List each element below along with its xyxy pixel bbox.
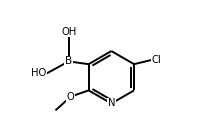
Text: Cl: Cl xyxy=(152,55,162,65)
Text: N: N xyxy=(108,99,115,108)
Text: HO: HO xyxy=(31,68,46,78)
Text: B: B xyxy=(65,56,72,66)
Text: OH: OH xyxy=(61,27,76,37)
Text: O: O xyxy=(67,92,75,102)
